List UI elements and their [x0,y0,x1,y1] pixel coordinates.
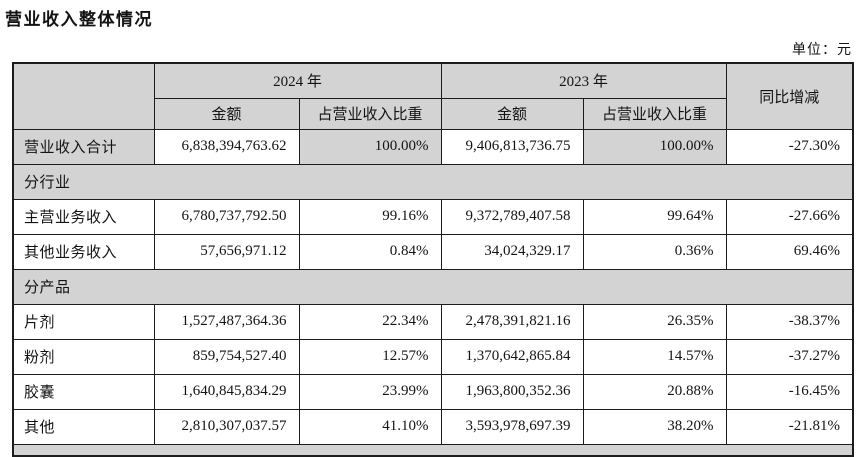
table-header: 2024 年 2023 年 同比增减 金额 占营业收入比重 金额 占营业收入比重 [12,62,854,130]
yoy-cell: -27.66% [725,198,854,235]
share-2023-cell: 26.35% [582,303,727,340]
table-row: 营业收入合计 6,838,394,763.62 100.00% 9,406,813,7… [12,128,854,165]
header-amount-2023: 金额 [440,97,584,130]
yoy-cell: -37.27% [725,338,854,375]
header-year-2024: 2024 年 [153,62,442,99]
table-row: 其他业务收入 57,656,971.12 0.84% 34,024,329.17 0.3… [12,233,854,270]
yoy-cell: 69.46% [725,233,854,270]
share-2024-cell: 22.34% [298,303,442,340]
share-2023-cell: 20.88% [582,373,727,410]
header-year-2023: 2023 年 [440,62,727,99]
header-share-2024: 占营业收入比重 [298,97,442,130]
row-label: 片剂 [12,303,155,340]
amount-2024-cell: 6,838,394,763.62 [153,128,300,165]
yoy-cell: -27.30% [725,128,854,165]
amount-2023-cell: 1,963,800,352.36 [440,373,584,410]
yoy-cell: -21.81% [725,408,854,445]
share-2024-cell: 99.16% [298,198,442,235]
table-row: 其他 2,810,307,037.57 41.10% 3,593,978,697.39… [12,408,854,445]
partial-row-cell [12,443,854,457]
table-body: 营业收入合计 6,838,394,763.62 100.00% 9,406,813,7… [12,128,854,457]
amount-2024-cell: 6,780,737,792.50 [153,198,300,235]
share-2024-cell: 0.84% [298,233,442,270]
amount-2024-cell: 2,810,307,037.57 [153,408,300,445]
header-yoy: 同比增减 [725,62,854,130]
partial-row [12,443,854,457]
yoy-cell: -38.37% [725,303,854,340]
share-2023-cell: 38.20% [582,408,727,445]
section-label: 分行业 [12,163,854,200]
header-share-2023: 占营业收入比重 [582,97,727,130]
row-label: 其他业务收入 [12,233,155,270]
row-label: 其他 [12,408,155,445]
table-row: 主营业务收入 6,780,737,792.50 99.16% 9,372,789,40… [12,198,854,235]
share-2023-cell: 100.00% [582,128,727,165]
revenue-table: 2024 年 2023 年 同比增减 金额 占营业收入比重 金额 占营业收入比重… [12,62,855,457]
row-label: 粉剂 [12,338,155,375]
section-row: 分产品 [12,268,854,305]
amount-2024-cell: 1,527,487,364.36 [153,303,300,340]
row-label: 营业收入合计 [12,128,155,165]
amount-2024-cell: 57,656,971.12 [153,233,300,270]
amount-2023-cell: 9,372,789,407.58 [440,198,584,235]
amount-2023-cell: 34,024,329.17 [440,233,584,270]
share-2023-cell: 14.57% [582,338,727,375]
share-2024-cell: 23.99% [298,373,442,410]
amount-2023-cell: 3,593,978,697.39 [440,408,584,445]
header-blank-cell [12,62,155,130]
amount-2024-cell: 859,754,527.40 [153,338,300,375]
share-2024-cell: 100.00% [298,128,442,165]
section-row: 分行业 [12,163,854,200]
amount-2023-cell: 1,370,642,865.84 [440,338,584,375]
row-label: 胶囊 [12,373,155,410]
row-label: 主营业务收入 [12,198,155,235]
amount-2024-cell: 1,640,845,834.29 [153,373,300,410]
table-row: 胶囊 1,640,845,834.29 23.99% 1,963,800,352.36… [12,373,854,410]
share-2024-cell: 12.57% [298,338,442,375]
table-row: 粉剂 859,754,527.40 12.57% 1,370,642,865.84 14… [12,338,854,375]
header-amount-2024: 金额 [153,97,300,130]
unit-label: 单位：元 [792,43,852,58]
amount-2023-cell: 9,406,813,736.75 [440,128,584,165]
section-label: 分产品 [12,268,854,305]
amount-2023-cell: 2,478,391,821.16 [440,303,584,340]
share-2024-cell: 41.10% [298,408,442,445]
page-title: 营业收入整体情况 [5,10,153,29]
share-2023-cell: 99.64% [582,198,727,235]
table-row: 片剂 1,527,487,364.36 22.34% 2,478,391,821.16… [12,303,854,340]
yoy-cell: -16.45% [725,373,854,410]
share-2023-cell: 0.36% [582,233,727,270]
